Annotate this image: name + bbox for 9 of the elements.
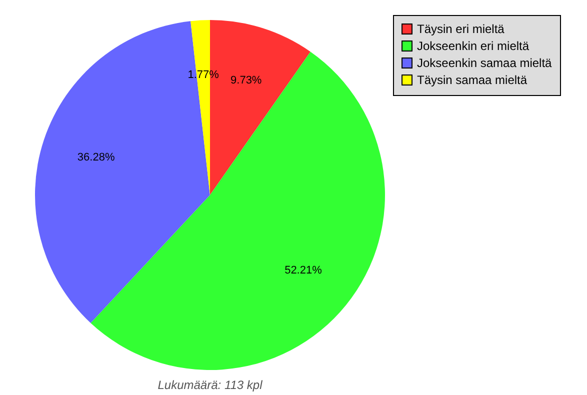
legend-label: Täysin samaa mieltä [417,73,528,87]
text: Lukumäärä: 113 kpl [158,378,262,392]
legend-label: Täysin eri mieltä [417,22,505,36]
data-label: 52.21% [284,264,322,277]
legend-label: Jokseenkin samaa mieltä [417,56,552,70]
data-label: 1.77% [188,69,220,82]
data-label: 9.73% [230,74,262,87]
data-label: 36.28% [77,151,115,164]
legend-label: Jokseenkin eri mieltä [417,39,530,53]
